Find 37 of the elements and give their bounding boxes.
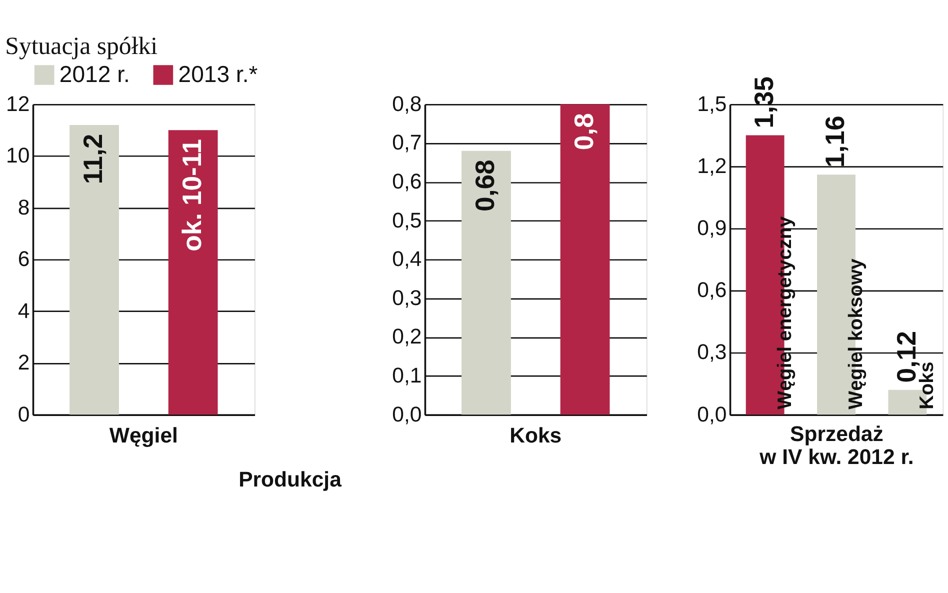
y-tick-label: 0,2	[392, 324, 422, 349]
legend-label: 2012 r.	[59, 61, 130, 88]
y-tick-label: 6	[18, 247, 30, 272]
y-tick-label: 1,2	[697, 154, 727, 178]
y-tick-label: 2	[18, 350, 30, 375]
y-tick-label: 1,5	[697, 92, 727, 116]
y-tick-label: 0,3	[392, 286, 422, 310]
y-tick-label: 0,1	[392, 364, 422, 388]
y-tick-label: 0	[18, 402, 30, 426]
x-axis-title: Sprzedaż w IV kw. 2012 r.	[758, 422, 914, 469]
y-tick-label: 0,3	[697, 340, 727, 364]
chart-title: Sytuacja spółki	[5, 33, 158, 60]
data-label: 11,2	[78, 134, 108, 184]
category-label: Węgiel koksowy	[844, 258, 867, 410]
y-tick-label: 0,6	[392, 170, 422, 194]
data-label: 0,12	[891, 330, 922, 383]
y-tick-label: 12	[6, 92, 30, 116]
y-tick-label: 0,8	[392, 92, 422, 116]
text: Produkcja	[238, 467, 342, 492]
y-tick-label: 0,4	[392, 247, 422, 272]
y-tick-label: 0,5	[392, 208, 422, 232]
data-label: 0,8	[569, 113, 600, 150]
y-tick-label: 0,6	[697, 278, 727, 302]
y-tick-label: 0,0	[697, 402, 727, 426]
legend-label: 2013 r.*	[178, 61, 258, 88]
y-tick-label: 4	[18, 298, 30, 323]
y-tick-label: 10	[6, 144, 30, 168]
y-tick-label: 8	[18, 195, 30, 220]
category-label: Węgiel energetyczny	[774, 216, 796, 410]
y-tick-label: 0,0	[392, 402, 422, 426]
data-label: ok. 10-11	[177, 138, 208, 252]
x-tick-label: Węgiel	[109, 424, 178, 448]
data-label: 0,68	[470, 160, 500, 212]
data-label: 1,35	[749, 76, 780, 128]
data-label: 1,16	[820, 116, 850, 168]
y-tick-label: 0,9	[697, 216, 727, 240]
y-tick-label: 0,7	[392, 130, 422, 155]
